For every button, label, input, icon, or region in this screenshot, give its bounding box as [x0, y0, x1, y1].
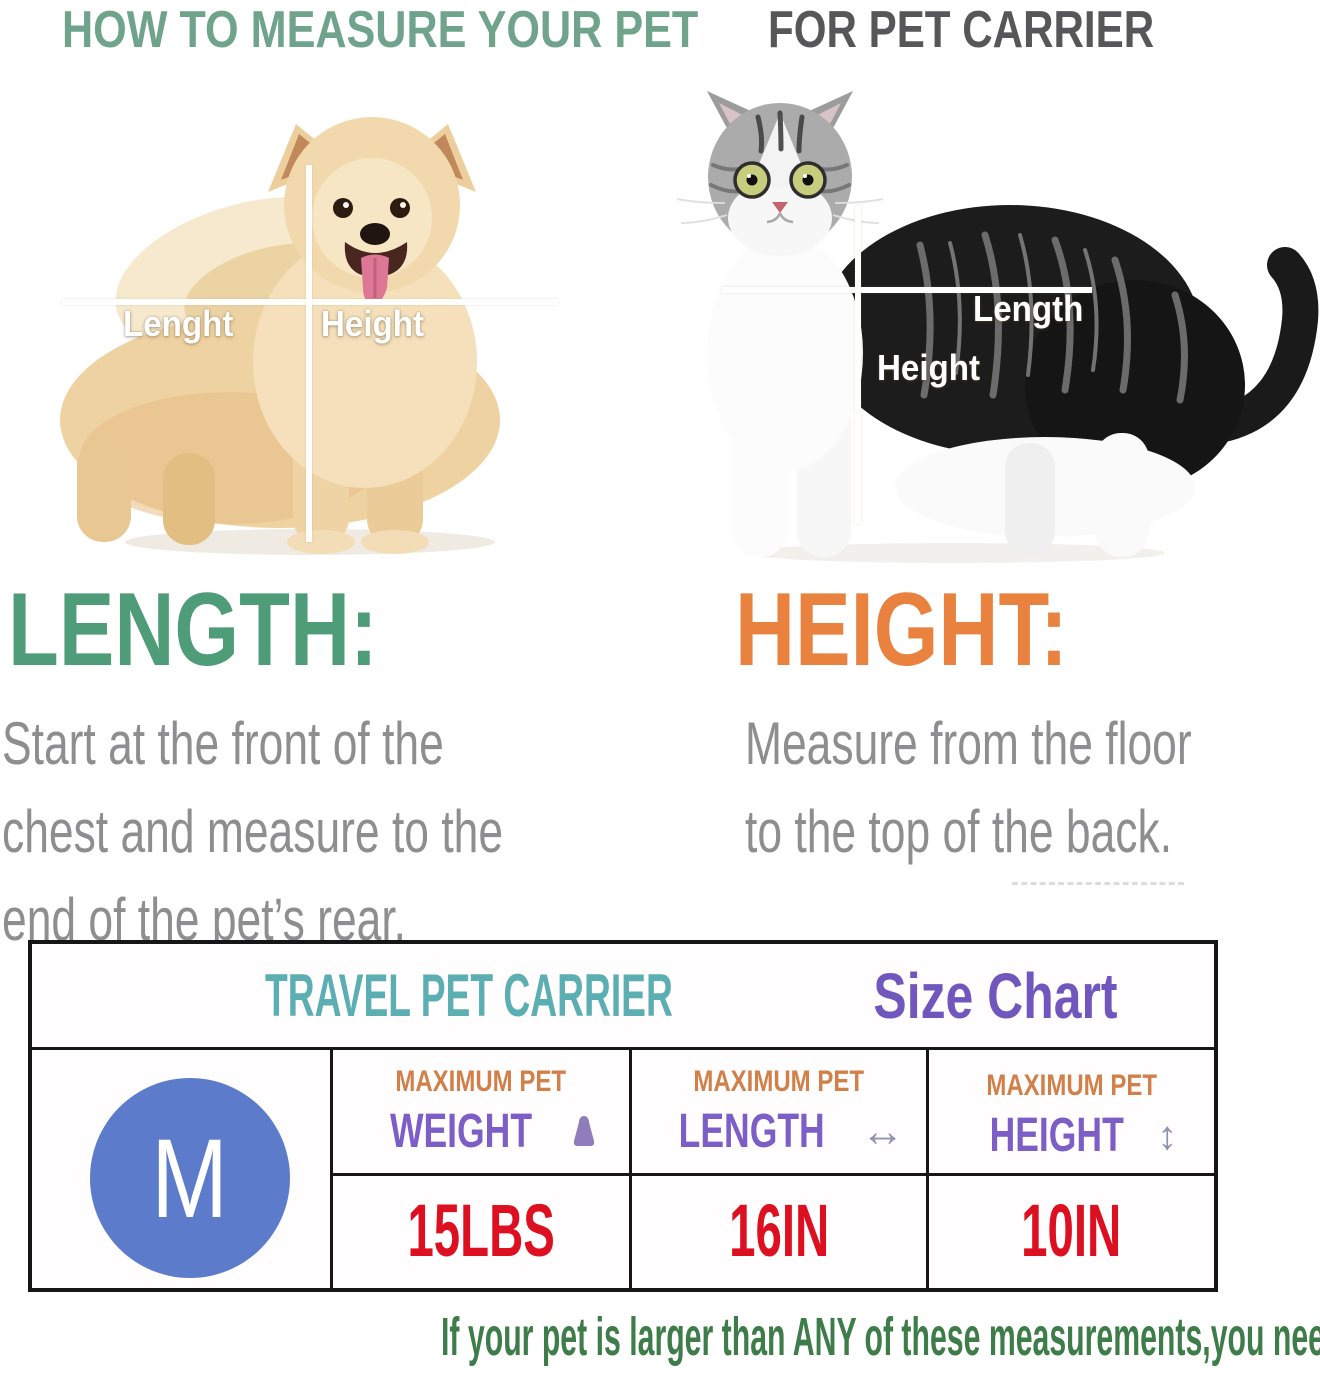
- cat-photo: [676, 91, 1319, 563]
- dog-height-line: [306, 165, 312, 542]
- page-title-text: HOW TO MEASURE YOUR PET: [62, 1, 699, 59]
- size-chart-table: TRAVEL PET CARRIER Size Chart M MAXIMUM …: [28, 940, 1218, 1292]
- size-chart-title-row: TRAVEL PET CARRIER Size Chart: [32, 944, 1214, 1050]
- height-section-heading: HEIGHT:: [735, 572, 1068, 688]
- cat-height-label: Height: [877, 347, 981, 388]
- vertical-arrow-icon: ↕: [1157, 1114, 1178, 1158]
- horizontal-arrow-icon: ↔: [860, 1107, 905, 1156]
- cat-length-line: [722, 287, 1092, 293]
- column-divider: [926, 1050, 929, 1288]
- column-divider: [629, 1050, 632, 1288]
- weight-icon: [573, 1116, 595, 1146]
- size-chart-title-label: Size Chart: [873, 959, 1118, 1032]
- footer-warning-note: If your pet is larger than ANY of these …: [441, 1307, 1320, 1367]
- value-cell-length: 16IN: [728, 1189, 830, 1272]
- cat-length-label: Length: [973, 288, 1084, 329]
- dog-photo: [60, 117, 500, 555]
- size-chart-title-product: TRAVEL PET CARRIER: [264, 962, 673, 1029]
- page-title: HOW TO MEASURE YOUR PET: [62, 1, 829, 59]
- row-divider: [330, 1173, 1214, 1176]
- page-subtitle-text: FOR PET CARRIER: [768, 1, 1155, 59]
- cat-height-line: [855, 206, 861, 524]
- page-subtitle: FOR PET CARRIER: [768, 1, 1245, 59]
- height-text-line1: Measure from the floor: [745, 710, 1192, 777]
- column-header-weight: MAXIMUM PET WEIGHT: [333, 1050, 629, 1173]
- size-letter: M: [151, 1115, 229, 1241]
- faint-dashed-line: [1012, 882, 1184, 885]
- size-badge-m: M: [90, 1078, 290, 1278]
- length-section-text: Start at the front of the chest and meas…: [2, 700, 679, 964]
- length-text-line2: chest and measure to the: [2, 798, 504, 865]
- column-header-height: MAXIMUM PET HEIGHT ↕: [986, 1069, 1178, 1162]
- length-text-line1: Start at the front of the: [2, 710, 444, 777]
- length-section-heading: LENGTH:: [8, 572, 378, 688]
- dog-length-label: Lenght: [123, 303, 234, 344]
- height-section-text: Measure from the floor to the top of the…: [745, 700, 1320, 876]
- value-cell-weight: 15LBS: [407, 1189, 555, 1272]
- height-text-line2: to the top of the back.: [745, 798, 1173, 865]
- column-divider: [330, 1050, 333, 1288]
- column-header-length: MAXIMUM PET LENGTH ↔: [678, 1065, 905, 1158]
- dog-height-label: Height: [321, 303, 425, 344]
- value-cell-height: 10IN: [1021, 1189, 1122, 1272]
